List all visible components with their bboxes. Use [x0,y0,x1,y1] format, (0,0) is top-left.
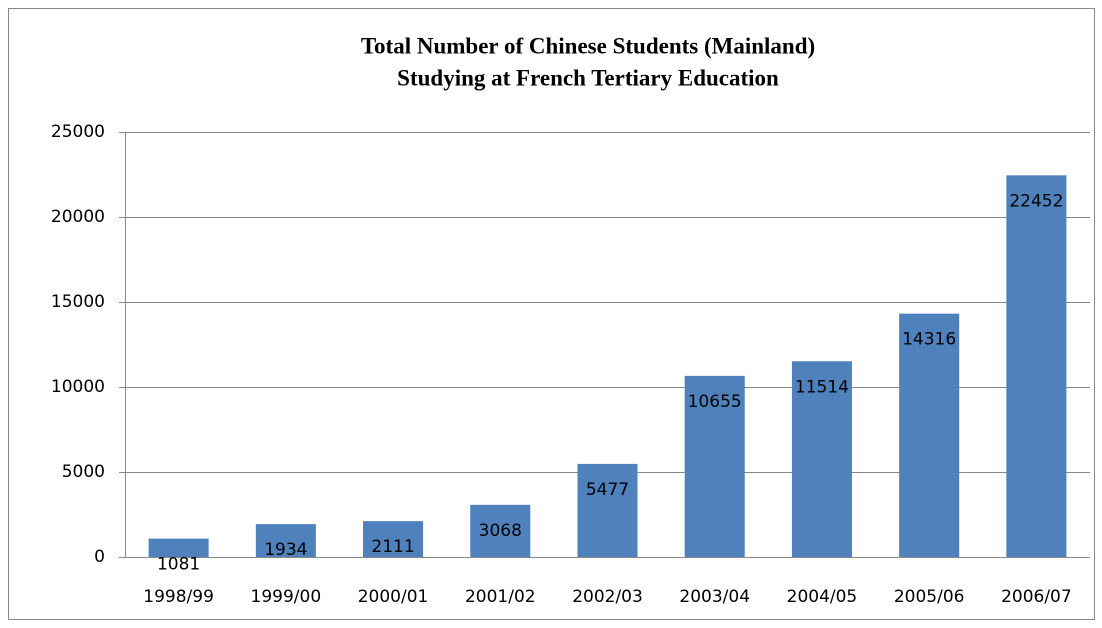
y-tick-label: 25000 [51,122,105,142]
data-label: 11514 [795,377,849,397]
x-tick-label: 2001/02 [465,587,536,607]
bar [470,504,531,557]
bar [1006,175,1067,558]
x-tick-label: 2005/06 [894,587,965,607]
x-tick-label: 2006/07 [1001,587,1072,607]
bar [255,524,316,557]
x-tick-label: 2004/05 [787,587,858,607]
data-label: 1934 [264,540,307,560]
chart-title: Studying at French Tertiary Education [397,65,779,90]
bar [791,361,852,557]
bar [363,521,424,557]
data-label: 10655 [688,392,742,412]
bar [684,375,745,557]
data-label: 5477 [586,480,629,500]
x-tick-label: 1998/99 [143,587,214,607]
x-tick-label: 1999/00 [251,587,322,607]
bar [577,463,638,557]
bar [148,538,209,557]
chart-title: Total Number of Chinese Students (Mainla… [361,33,815,58]
y-tick-label: 15000 [51,292,105,312]
data-label: 22452 [1009,191,1063,211]
bar [899,313,960,557]
data-label: 3068 [479,521,522,541]
data-label: 1081 [157,555,200,575]
y-tick-label: 10000 [51,377,105,397]
x-tick-label: 2003/04 [679,587,750,607]
x-tick-label: 2000/01 [358,587,429,607]
y-tick-label: 20000 [51,207,105,227]
y-tick-label: 0 [94,547,105,567]
data-label: 2111 [371,537,414,557]
y-tick-label: 5000 [62,462,105,482]
data-label: 14316 [902,330,956,350]
x-tick-label: 2002/03 [572,587,643,607]
